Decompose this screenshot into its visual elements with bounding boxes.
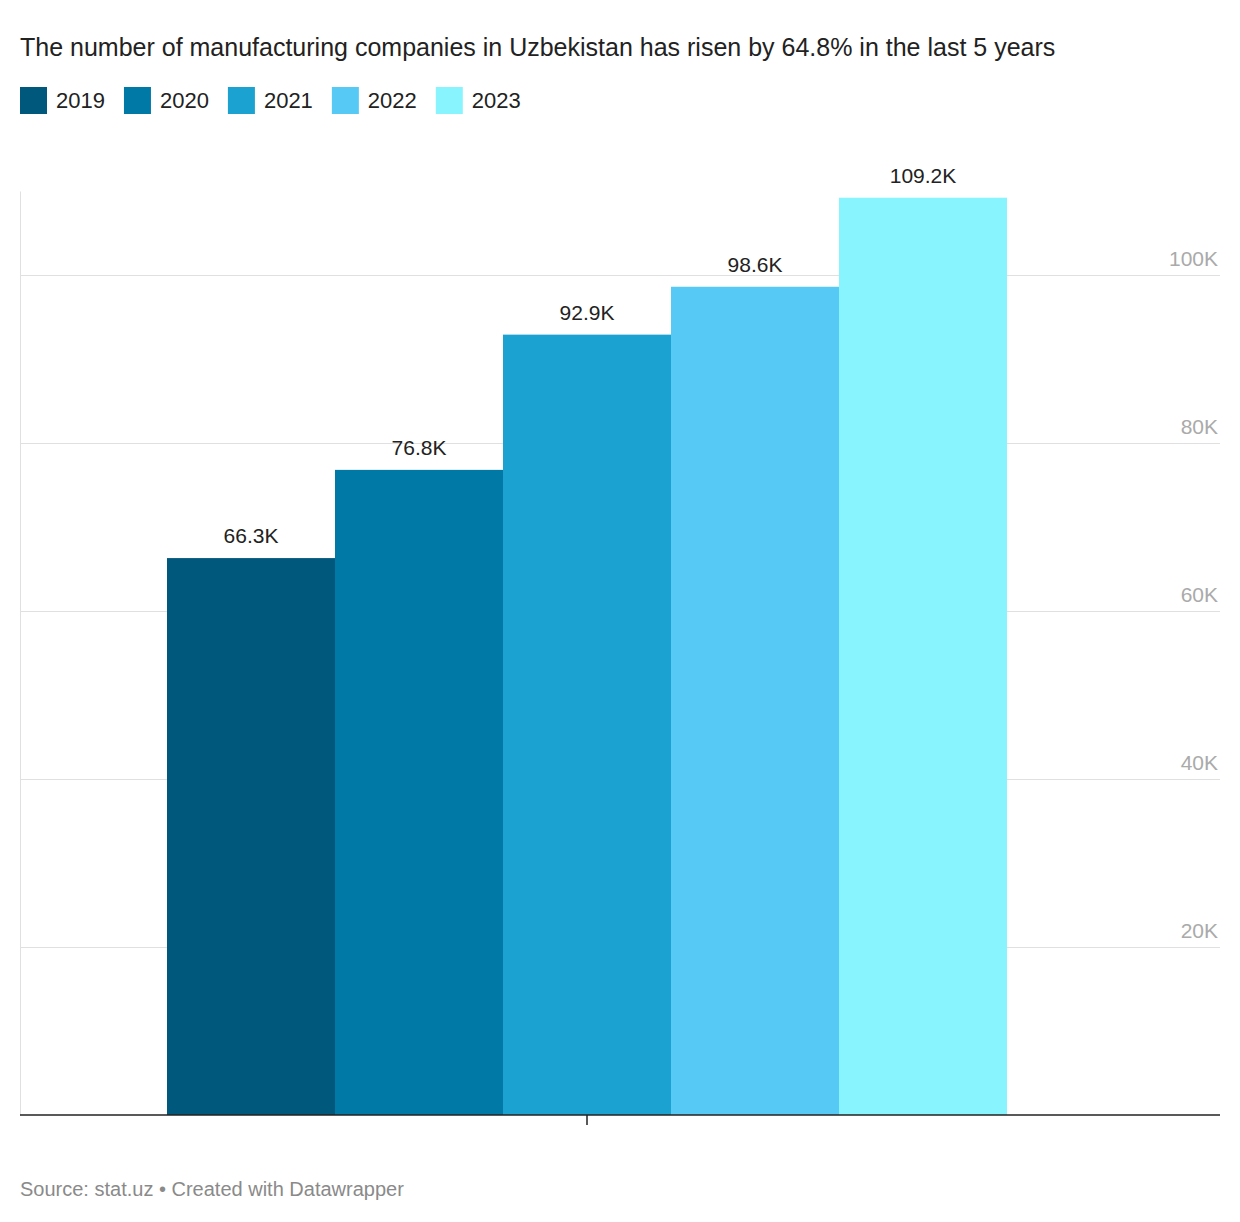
y-tick-label: 60K <box>1181 583 1218 606</box>
bar <box>671 287 839 1115</box>
y-tick-label: 40K <box>1181 751 1218 774</box>
bar <box>503 335 671 1115</box>
data-label: 76.8K <box>392 436 447 459</box>
title: The number of manufacturing companies in… <box>20 33 1055 61</box>
y-axis-line <box>20 192 21 1116</box>
legend-label: 2021 <box>264 88 313 113</box>
y-tick-label: 80K <box>1181 415 1218 438</box>
legend-label: 2023 <box>472 88 521 113</box>
y-tick: 100K <box>20 247 1220 275</box>
source: Source: stat.uz • Created with Datawrapp… <box>20 1178 404 1200</box>
y-axis: 20K 40K 60K 80K 100K <box>20 192 1220 1116</box>
bar <box>335 470 503 1115</box>
y-tick-label: 20K <box>1181 919 1218 942</box>
grid-line <box>20 275 1220 276</box>
legend-swatch <box>436 87 463 114</box>
legend-label: 2022 <box>368 88 417 113</box>
x-axis-line <box>20 1114 1220 1116</box>
legend-label: 2019 <box>56 88 105 113</box>
legend-swatch <box>124 87 151 114</box>
data-label: 92.9K <box>560 301 615 324</box>
x-axis <box>20 1115 1220 1125</box>
y-tick-label: 100K <box>1169 247 1218 270</box>
legend: 2019 2020 2021 2022 2023 <box>20 87 521 114</box>
bars <box>167 198 1007 1115</box>
bar <box>839 198 1007 1115</box>
data-label: 66.3K <box>224 524 279 547</box>
legend-swatch <box>20 87 47 114</box>
data-label: 109.2K <box>890 164 957 187</box>
legend-swatch <box>228 87 255 114</box>
data-labels: 66.3K 76.8K 92.9K 98.6K 109.2K <box>224 164 957 547</box>
legend-label: 2020 <box>160 88 209 113</box>
bar <box>167 558 335 1115</box>
legend-swatch <box>332 87 359 114</box>
data-label: 98.6K <box>728 253 783 276</box>
x-tick-mark <box>586 1115 588 1125</box>
